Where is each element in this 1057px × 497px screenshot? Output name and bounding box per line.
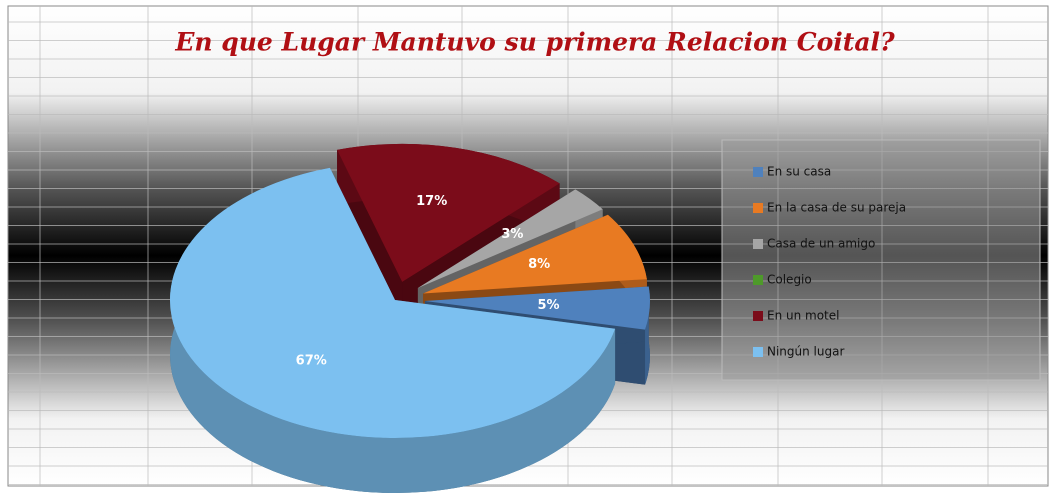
chart-title: En que Lugar Mantuvo su primera Relacion… bbox=[174, 28, 895, 57]
legend-label: Casa de un amigo bbox=[767, 237, 875, 251]
data-label: 67% bbox=[296, 353, 327, 368]
slice bbox=[417, 189, 603, 288]
data-label: 5% bbox=[538, 298, 560, 313]
legend-label: En un motel bbox=[767, 309, 839, 323]
data-label: 3% bbox=[501, 227, 523, 242]
legend-swatch bbox=[753, 275, 763, 285]
legend-label: En la casa de su pareja bbox=[767, 201, 906, 215]
pie: 17% 3% 8% 5% 67% bbox=[169, 143, 650, 494]
data-label: 8% bbox=[528, 257, 550, 272]
legend-swatch bbox=[753, 203, 763, 213]
legend-swatch bbox=[753, 311, 763, 321]
legend-swatch bbox=[753, 167, 763, 177]
legend-label: Colegio bbox=[767, 273, 812, 287]
slice bbox=[169, 167, 616, 439]
legend-swatch bbox=[753, 347, 763, 357]
legend-swatch bbox=[753, 239, 763, 249]
data-label: 17% bbox=[416, 194, 447, 209]
slice bbox=[337, 143, 560, 282]
legend-items: En su casa En la casa de su pareja Casa de… bbox=[753, 165, 906, 359]
legend-label: Ningún lugar bbox=[767, 345, 844, 359]
slice bbox=[424, 286, 650, 330]
legend-label: En su casa bbox=[767, 165, 831, 179]
legend bbox=[721, 139, 1041, 381]
slice bbox=[423, 214, 647, 294]
